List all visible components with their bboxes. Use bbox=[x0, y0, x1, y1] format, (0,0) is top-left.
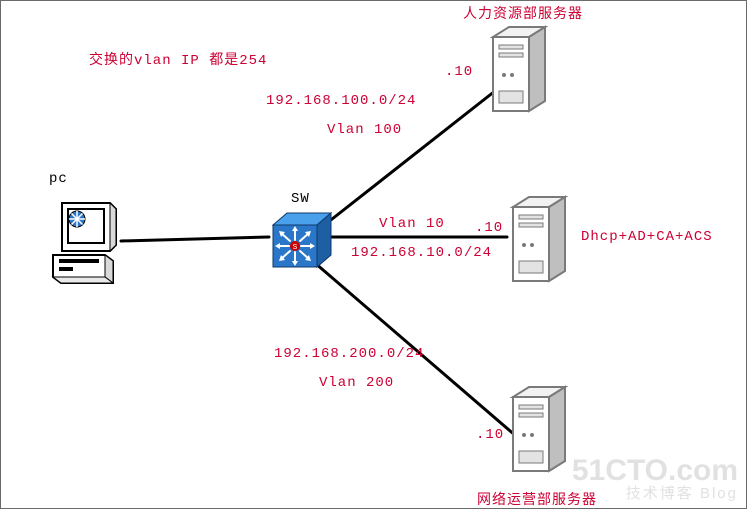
vlan100-label: Vlan 100 bbox=[327, 122, 402, 138]
note-vlan-gateway: 交换的vlan IP 都是254 bbox=[89, 49, 267, 69]
switch-label: SW bbox=[291, 191, 310, 207]
server-hr-ip: .10 bbox=[445, 64, 473, 80]
server-services-label: Dhcp+AD+CA+ACS bbox=[581, 229, 713, 245]
vlan200-label: Vlan 200 bbox=[319, 375, 394, 391]
switch-icon: S bbox=[269, 207, 337, 280]
pc-label: pc bbox=[49, 171, 68, 187]
server-ops-icon bbox=[507, 383, 575, 484]
server-ops-label: 网络运营部服务器 bbox=[477, 489, 597, 509]
vlan200-subnet-label: 192.168.200.0/24 bbox=[274, 346, 424, 362]
vlan100-subnet-label: 192.168.100.0/24 bbox=[266, 93, 416, 109]
server-services-icon bbox=[507, 193, 575, 294]
server-services-ip: .10 bbox=[475, 220, 503, 236]
watermark-title: 51CTO.com bbox=[572, 455, 738, 487]
vlan10-subnet-label: 192.168.10.0/24 bbox=[351, 245, 492, 261]
diagram-canvas: S bbox=[0, 0, 747, 509]
svg-text:S: S bbox=[293, 244, 298, 251]
pc-icon bbox=[47, 199, 137, 294]
vlan10-label: Vlan 10 bbox=[379, 216, 445, 232]
server-hr-icon bbox=[487, 23, 555, 124]
server-hr-label: 人力资源部服务器 bbox=[463, 3, 583, 23]
server-ops-ip: .10 bbox=[476, 427, 504, 443]
